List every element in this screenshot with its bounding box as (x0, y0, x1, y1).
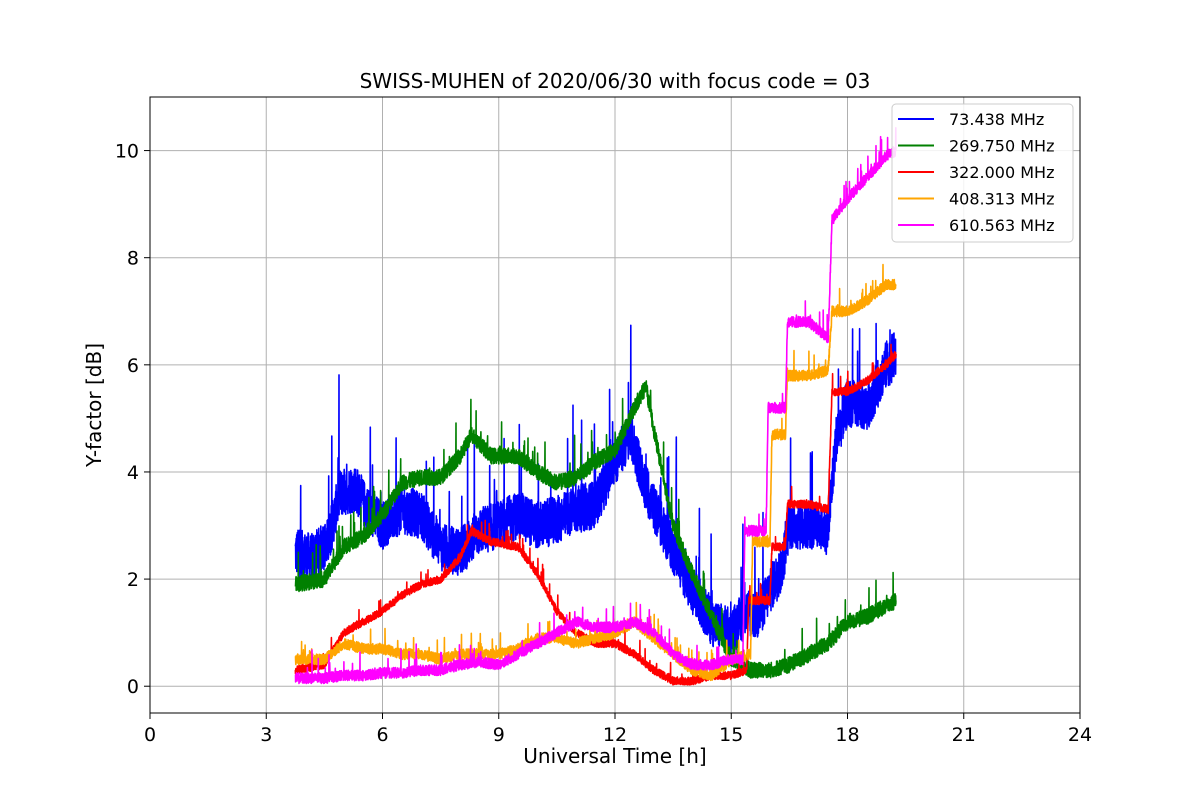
legend-label: 610.563 MHz (949, 216, 1054, 235)
series-line-0 (294, 322, 897, 657)
legend-label: 322.000 MHz (949, 163, 1054, 182)
x-tick-label: 21 (952, 724, 976, 746)
legend-box (891, 103, 1074, 243)
chart-title: SWISS-MUHEN of 2020/06/30 with focus cod… (360, 69, 871, 93)
y-tick-label: 6 (127, 355, 139, 377)
series-layer (294, 127, 897, 686)
legend-label: 408.313 MHz (949, 190, 1054, 209)
x-tick-label: 12 (603, 724, 627, 746)
y-tick-label: 0 (127, 676, 139, 698)
x-tick-label: 3 (260, 724, 272, 746)
x-tick-label: 15 (719, 724, 743, 746)
x-tick-label: 24 (1068, 724, 1092, 746)
x-tick-label: 18 (835, 724, 859, 746)
y-tick-label: 4 (127, 462, 139, 484)
series-line-1 (294, 380, 897, 679)
y-tick-label: 2 (127, 569, 139, 591)
x-tick-label: 0 (144, 724, 156, 746)
x-axis-label: Universal Time [h] (523, 744, 706, 768)
series-line-3 (294, 263, 897, 682)
x-tick-label: 6 (376, 724, 388, 746)
y-tick-label: 8 (127, 248, 139, 270)
y-tick-label: 10 (115, 141, 139, 163)
legend-label: 73.438 MHz (949, 110, 1044, 129)
legend-label: 269.750 MHz (949, 137, 1054, 156)
y-axis-label: Y-factor [dB] (82, 343, 106, 468)
series-line-4 (294, 127, 897, 685)
x-tick-label: 9 (493, 724, 505, 746)
legend: 73.438 MHz 269.750 MHz 322.000 MHz 408.313 … (891, 103, 1074, 243)
